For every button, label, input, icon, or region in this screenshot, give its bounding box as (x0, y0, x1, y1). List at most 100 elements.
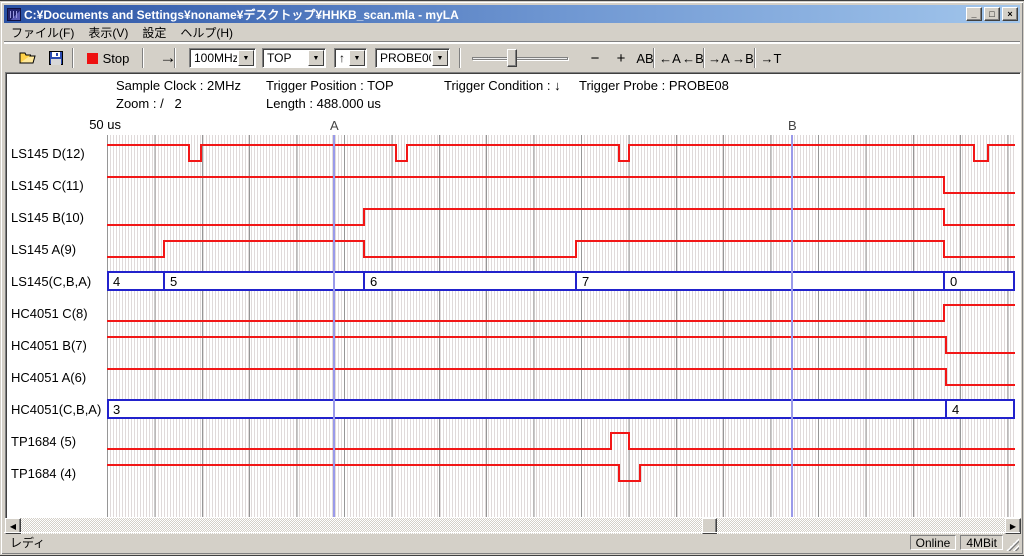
zoom-slider-track[interactable] (472, 57, 568, 60)
right-arrow-a-icon: →A (708, 50, 730, 66)
open-folder-icon (19, 52, 36, 64)
signal-trace (107, 464, 1015, 482)
toolbar-separator (142, 48, 144, 68)
trigger-edge-value: ↑ (339, 51, 345, 65)
channel-label: LS145(C,B,A) (11, 274, 92, 289)
channel-label: HC4051 B(7) (11, 338, 87, 353)
menu-item-3[interactable]: ヘルプ(H) (180, 26, 234, 40)
info-zoom: Zoom : / 2 (116, 96, 182, 111)
channel-label: LS145 C(11) (11, 178, 84, 193)
scrollbar-thumb[interactable] (702, 518, 717, 534)
scroll-right-button[interactable]: ▶ (1005, 518, 1021, 534)
status-bar: レディ Online 4MBit (4, 532, 1020, 551)
goto-a-right-button[interactable]: →A (706, 47, 732, 69)
minimize-button[interactable]: _ (966, 7, 982, 21)
svg-text:4: 4 (113, 274, 120, 289)
window-title: C:¥Documents and Settings¥noname¥デスクトップ¥… (24, 7, 459, 22)
title-bar[interactable]: C:¥Documents and Settings¥noname¥デスクトップ¥… (4, 5, 1020, 23)
menu-item-2[interactable]: 設定 (142, 26, 167, 40)
zoom-slider-thumb[interactable] (507, 49, 517, 67)
stop-button[interactable]: Stop (80, 47, 136, 69)
zoom-out-button[interactable]: − (584, 47, 606, 69)
channel-label: TP1684 (5) (11, 434, 77, 449)
probe-value: PROBE00 (380, 51, 431, 65)
signal-trace (107, 336, 1015, 354)
status-ready-text: レディ (10, 535, 46, 550)
channel-label: HC4051(C,B,A) (11, 402, 102, 417)
svg-text:4: 4 (952, 402, 959, 417)
trigger-position-combobox[interactable]: TOP ▼ (262, 48, 326, 68)
zoom-in-button[interactable]: + (610, 47, 632, 69)
info-trigger-position: Trigger Position : TOP (266, 78, 394, 93)
info-trigger-probe: Trigger Probe : PROBE08 (579, 78, 729, 93)
scroll-left-button[interactable]: ◀ (5, 518, 21, 534)
left-arrow-b-icon: ←B (682, 50, 704, 66)
stop-icon (86, 52, 98, 64)
maximize-button[interactable]: □ (984, 7, 1000, 21)
close-button[interactable]: × (1002, 7, 1018, 21)
goto-b-left-button[interactable]: ←B (680, 47, 706, 69)
channel-label: TP1684 (4) (11, 466, 77, 481)
channel-label: HC4051 A(6) (11, 370, 87, 385)
channel-label: LS145 A(9) (11, 242, 77, 257)
toolbar-separator (72, 48, 74, 68)
timing-grid (107, 135, 1015, 517)
save-button[interactable] (44, 47, 68, 69)
toolbar-separator (174, 48, 176, 68)
right-arrow-t-icon: →T (760, 50, 782, 66)
ab-label: AB (636, 50, 654, 66)
right-arrow-b-icon: →B (732, 50, 754, 66)
goto-a-left-button[interactable]: ←A (657, 47, 683, 69)
signal-trace (107, 176, 1015, 194)
resize-grip[interactable] (1006, 538, 1019, 551)
sample-clock-combobox[interactable]: 100MHz ▼ (189, 48, 256, 68)
save-floppy-icon (49, 51, 63, 65)
channel-label: LS145 B(10) (11, 210, 84, 225)
marker-a-label: A (330, 118, 339, 133)
signal-trace (107, 304, 1015, 322)
plus-icon: + (616, 49, 626, 67)
goto-trigger-button[interactable]: →T (758, 47, 784, 69)
run-arrow-icon: → (159, 48, 177, 67)
stop-label: Stop (102, 50, 130, 66)
trigger-edge-combobox[interactable]: ↑ ▼ (334, 48, 367, 68)
chevron-down-icon[interactable]: ▼ (238, 50, 254, 66)
open-file-button[interactable] (16, 47, 40, 69)
chevron-down-icon[interactable]: ▼ (432, 50, 448, 66)
sample-clock-value: 100MHz (194, 51, 237, 65)
left-arrow-a-icon: ←A (659, 50, 681, 66)
menu-item-1[interactable]: 表示(V) (88, 26, 129, 40)
time-scale-label: 50 us (89, 117, 121, 132)
status-online-panel: Online (909, 534, 957, 550)
trigger-position-value: TOP (267, 51, 292, 65)
signal-trace (107, 208, 1015, 226)
waveform-svg: 4 5 6 7 03 4A B (107, 118, 1015, 517)
svg-text:3: 3 (113, 402, 120, 417)
horizontal-scrollbar[interactable]: ◀ ▶ (5, 518, 1021, 534)
goto-b-right-button[interactable]: →B (730, 47, 756, 69)
toolbar-separator (703, 48, 705, 68)
info-sample-clock: Sample Clock : 2MHz (116, 78, 241, 93)
toolbar-separator (459, 48, 461, 68)
menu-item-0[interactable]: ファイル(F) (11, 26, 75, 40)
chevron-down-icon[interactable]: ▼ (349, 50, 365, 66)
info-length: Length : 488.000 us (266, 96, 381, 111)
svg-text:6: 6 (370, 274, 377, 289)
toolbar-separator (653, 48, 655, 68)
app-icon (7, 7, 21, 21)
run-button[interactable]: → (149, 47, 187, 69)
signal-trace (107, 368, 1015, 386)
status-memory-panel: 4MBit (960, 534, 1003, 550)
ab-button[interactable]: AB (632, 47, 658, 69)
toolbar: Stop → 100MHz ▼ TOP ▼ ↑ ▼ PROBE00 ▼ − + … (4, 43, 1020, 71)
probe-combobox[interactable]: PROBE00 ▼ (375, 48, 450, 68)
chevron-down-icon[interactable]: ▼ (308, 50, 324, 66)
bus-trace: 4 5 6 7 0 (107, 271, 1015, 291)
svg-text:5: 5 (170, 274, 177, 289)
channel-label-column: LS145 D(12) LS145 C(11) LS145 B(10) LS145 A… (11, 112, 107, 518)
info-trigger-condition: Trigger Condition : ↓ (444, 78, 561, 93)
toolbar-separator (754, 48, 756, 68)
